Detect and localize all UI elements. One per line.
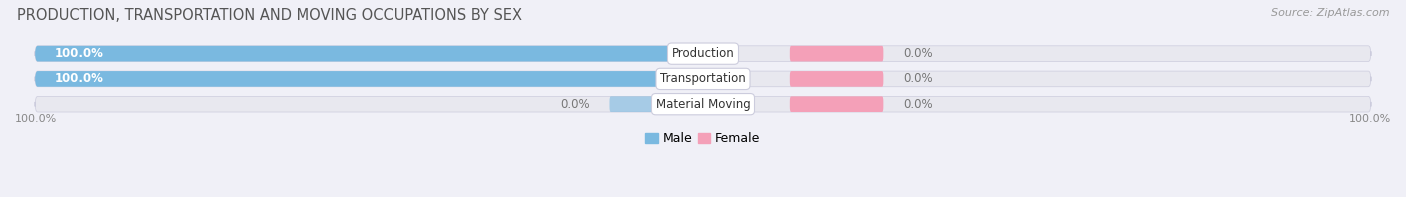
Text: 0.0%: 0.0% <box>904 47 934 60</box>
Text: PRODUCTION, TRANSPORTATION AND MOVING OCCUPATIONS BY SEX: PRODUCTION, TRANSPORTATION AND MOVING OC… <box>17 8 522 23</box>
Text: Production: Production <box>672 47 734 60</box>
Text: 100.0%: 100.0% <box>55 47 104 60</box>
FancyBboxPatch shape <box>35 46 689 61</box>
Text: Transportation: Transportation <box>661 72 745 85</box>
Text: 100.0%: 100.0% <box>15 114 58 124</box>
Text: 0.0%: 0.0% <box>560 98 589 111</box>
FancyBboxPatch shape <box>35 46 1371 61</box>
Text: 0.0%: 0.0% <box>904 98 934 111</box>
FancyBboxPatch shape <box>790 71 883 87</box>
FancyBboxPatch shape <box>35 71 1371 87</box>
FancyBboxPatch shape <box>790 46 883 61</box>
FancyBboxPatch shape <box>790 96 883 112</box>
FancyBboxPatch shape <box>609 96 689 112</box>
Text: 100.0%: 100.0% <box>1348 114 1391 124</box>
Legend: Male, Female: Male, Female <box>641 127 765 151</box>
Text: Source: ZipAtlas.com: Source: ZipAtlas.com <box>1271 8 1389 18</box>
Text: 100.0%: 100.0% <box>55 72 104 85</box>
Text: Material Moving: Material Moving <box>655 98 751 111</box>
FancyBboxPatch shape <box>35 71 689 87</box>
FancyBboxPatch shape <box>35 96 1371 112</box>
Text: 0.0%: 0.0% <box>904 72 934 85</box>
